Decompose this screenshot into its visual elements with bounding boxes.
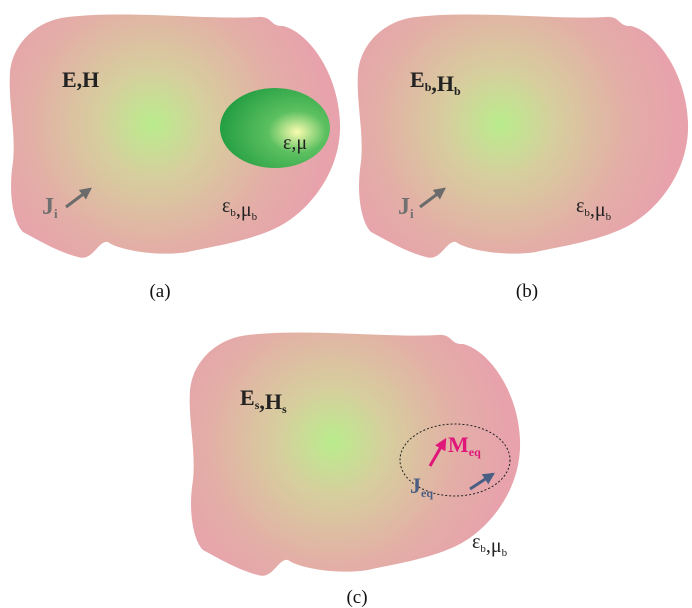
label: Eb,Hb <box>410 67 461 98</box>
label-text: ,H <box>431 71 454 96</box>
label: εb,μb <box>472 531 508 559</box>
label: εb,μb <box>576 195 612 223</box>
label-text: J <box>42 194 54 220</box>
caption: (b) <box>516 281 538 302</box>
magnetic-current-arrow <box>428 437 447 467</box>
label-subscript: b <box>480 543 486 555</box>
label-text: E <box>410 67 425 92</box>
label-text: M <box>448 432 469 457</box>
label-text: ε,μ <box>283 132 307 154</box>
caption: (a) <box>149 281 170 302</box>
label: Ji <box>398 194 414 221</box>
equivalent-boundary <box>399 423 511 497</box>
label-subscript: b <box>252 211 258 223</box>
label-text: ε <box>576 195 584 217</box>
label-subscript: b <box>230 207 236 219</box>
label-subscript: b <box>454 84 461 98</box>
label-subscript: eq <box>421 486 433 500</box>
label: ε,μ <box>283 132 307 154</box>
caption: (c) <box>346 587 367 608</box>
source-arrow <box>65 187 92 209</box>
label-text: ,μ <box>590 199 606 221</box>
label-subscript: s <box>255 398 260 412</box>
inclusion <box>220 88 330 168</box>
label-subscript: b <box>425 80 432 94</box>
label: Meq <box>448 432 481 459</box>
label-text: ε <box>222 195 230 217</box>
label-text: ,μ <box>236 199 252 221</box>
label-subscript: i <box>410 206 414 221</box>
label-text: ,μ <box>486 535 502 557</box>
label-subscript: b <box>606 211 612 223</box>
label-text: ,H <box>259 389 282 414</box>
label-text: ε <box>472 531 480 553</box>
label-text: J <box>398 194 410 220</box>
label: Jeq <box>410 473 433 500</box>
label-subscript: b <box>584 207 590 219</box>
label-text: E <box>240 385 255 410</box>
background-region <box>357 14 689 258</box>
source-arrow <box>419 187 446 209</box>
electric-current-arrow <box>469 472 496 491</box>
label-subscript: b <box>502 547 508 559</box>
label: εb,μb <box>222 195 258 223</box>
label-subscript: s <box>282 402 287 416</box>
label: E,H <box>62 67 99 92</box>
label-subscript: i <box>54 206 58 221</box>
label-text: E,H <box>62 67 99 92</box>
label: Ji <box>42 194 58 221</box>
label-text: J <box>410 473 421 498</box>
label-subscript: eq <box>469 445 481 459</box>
panel-b-region <box>357 14 689 258</box>
label: Es,Hs <box>240 385 287 416</box>
